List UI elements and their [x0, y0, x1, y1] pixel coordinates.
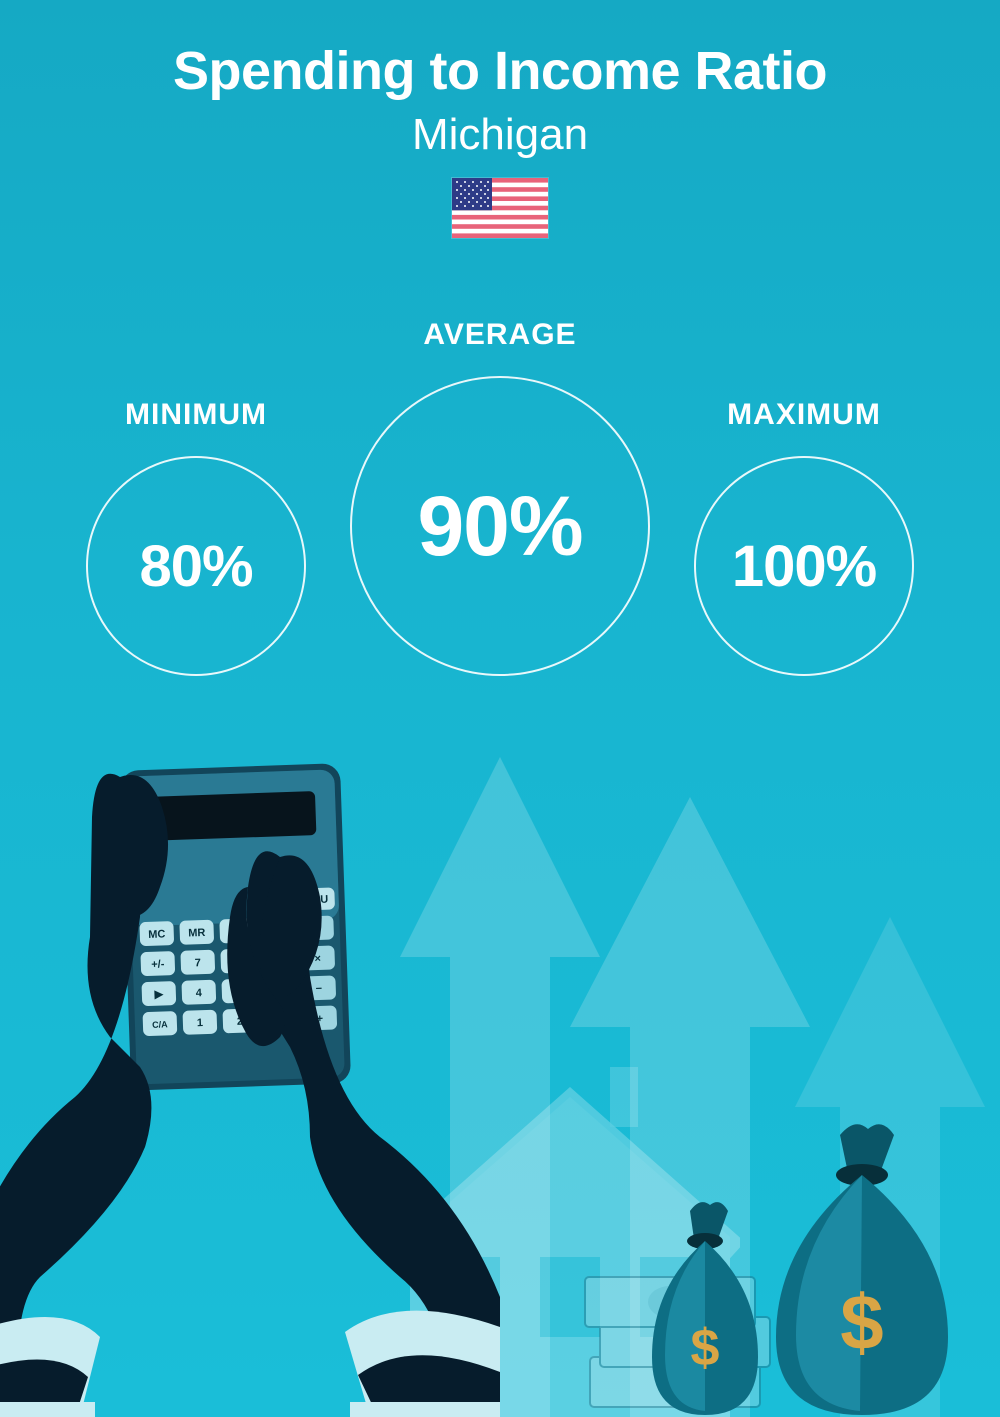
- stat-minimum-label: MINIMUM: [125, 398, 267, 432]
- svg-text:$: $: [691, 1319, 720, 1377]
- svg-text:MC: MC: [148, 928, 166, 941]
- stat-average-circle: 90%: [350, 376, 650, 676]
- stat-maximum-circle: 100%: [694, 456, 914, 676]
- stat-minimum-circle: 80%: [86, 456, 306, 676]
- stat-maximum: MAXIMUM 100%: [694, 398, 914, 676]
- stat-maximum-value: 100%: [732, 533, 876, 600]
- stat-average-label: AVERAGE: [423, 318, 576, 352]
- us-flag-icon: [452, 178, 548, 238]
- svg-text:1: 1: [197, 1017, 204, 1029]
- hands-calculator-icon: % MU MC MR M- M+ ÷ +/- 7 8 9 × ▶ 4 5 6 −: [0, 757, 500, 1417]
- stat-maximum-label: MAXIMUM: [727, 398, 881, 432]
- page-subtitle: Michigan: [0, 110, 1000, 160]
- money-bag-icon: $: [760, 1117, 960, 1417]
- svg-text:7: 7: [195, 957, 202, 969]
- svg-text:▶: ▶: [153, 988, 163, 1000]
- svg-text:−: −: [315, 983, 322, 995]
- stat-minimum: MINIMUM 80%: [86, 398, 306, 676]
- stat-average-value: 90%: [417, 478, 582, 575]
- svg-text:C/A: C/A: [152, 1019, 168, 1030]
- stat-average: AVERAGE 90%: [350, 318, 650, 676]
- stats-row: MINIMUM 80% AVERAGE 90% MAXIMUM 100%: [0, 318, 1000, 676]
- svg-text:+/-: +/-: [151, 958, 165, 970]
- stat-minimum-value: 80%: [139, 533, 252, 600]
- illustration: $ $ % MU MC MR M- M+: [0, 757, 1000, 1417]
- money-bag-icon: $: [640, 1197, 770, 1417]
- svg-text:MR: MR: [188, 927, 206, 940]
- page-title: Spending to Income Ratio: [0, 40, 1000, 102]
- svg-text:$: $: [840, 1278, 883, 1366]
